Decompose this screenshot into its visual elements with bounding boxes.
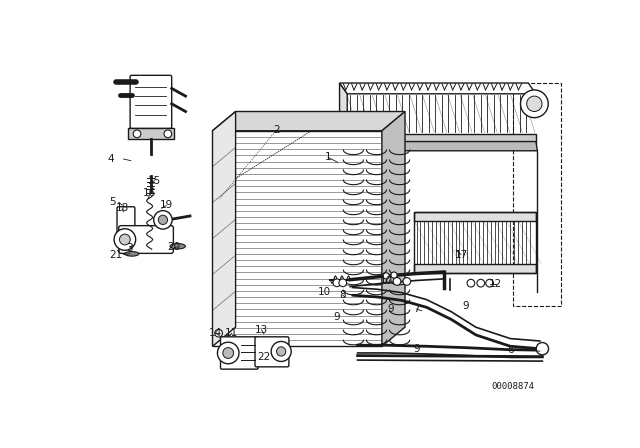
Polygon shape [382, 112, 405, 346]
Polygon shape [414, 211, 536, 221]
Polygon shape [212, 112, 236, 346]
FancyBboxPatch shape [221, 337, 258, 369]
Circle shape [403, 278, 411, 285]
Text: 00008874: 00008874 [492, 382, 534, 391]
Circle shape [383, 273, 389, 279]
Text: 1: 1 [324, 152, 332, 162]
Circle shape [536, 343, 548, 355]
Circle shape [477, 279, 484, 287]
Circle shape [333, 279, 340, 287]
Text: 15: 15 [148, 176, 161, 186]
Text: 12: 12 [489, 279, 502, 289]
Text: 9: 9 [413, 344, 420, 354]
Text: 9: 9 [463, 301, 469, 310]
Polygon shape [414, 264, 536, 273]
Circle shape [223, 348, 234, 358]
FancyBboxPatch shape [255, 337, 289, 367]
Text: 9: 9 [388, 304, 394, 314]
Circle shape [164, 130, 172, 138]
Circle shape [520, 90, 548, 118]
Text: 11: 11 [225, 328, 239, 338]
Text: 16: 16 [143, 189, 156, 198]
Polygon shape [340, 83, 536, 94]
Text: 20: 20 [168, 242, 181, 252]
Polygon shape [348, 134, 536, 144]
Circle shape [486, 279, 493, 287]
Circle shape [391, 272, 397, 278]
Text: 8: 8 [339, 290, 346, 300]
Text: 17: 17 [454, 250, 468, 259]
Text: 22: 22 [257, 352, 271, 362]
Text: 5: 5 [109, 197, 115, 207]
Text: 4: 4 [108, 154, 115, 164]
Text: 9: 9 [333, 312, 340, 322]
Text: 3: 3 [127, 243, 133, 253]
Polygon shape [348, 142, 538, 151]
Circle shape [527, 96, 542, 112]
Text: 19: 19 [160, 200, 173, 210]
Circle shape [276, 347, 286, 356]
FancyBboxPatch shape [118, 226, 173, 254]
Text: 13: 13 [255, 325, 268, 335]
FancyBboxPatch shape [128, 129, 174, 139]
Circle shape [133, 130, 141, 138]
FancyBboxPatch shape [130, 75, 172, 129]
Circle shape [114, 229, 136, 250]
Circle shape [393, 278, 401, 285]
Circle shape [158, 215, 168, 224]
Bar [513, 83, 561, 306]
Text: 10: 10 [380, 276, 393, 286]
Text: 10: 10 [317, 287, 331, 297]
Polygon shape [340, 83, 348, 136]
Polygon shape [212, 131, 382, 346]
Polygon shape [212, 112, 405, 131]
Circle shape [218, 342, 239, 364]
Text: 18: 18 [115, 203, 129, 213]
Circle shape [120, 234, 131, 245]
Ellipse shape [125, 251, 139, 256]
FancyBboxPatch shape [117, 207, 135, 245]
Circle shape [215, 329, 223, 337]
Text: 7: 7 [413, 304, 420, 314]
Circle shape [154, 211, 172, 229]
Circle shape [467, 279, 475, 287]
Text: 14: 14 [209, 328, 222, 338]
Circle shape [271, 341, 291, 362]
Text: 21: 21 [109, 250, 123, 259]
Ellipse shape [170, 244, 186, 249]
Text: 2: 2 [273, 125, 280, 135]
Circle shape [339, 279, 347, 287]
Text: 6: 6 [507, 345, 514, 355]
